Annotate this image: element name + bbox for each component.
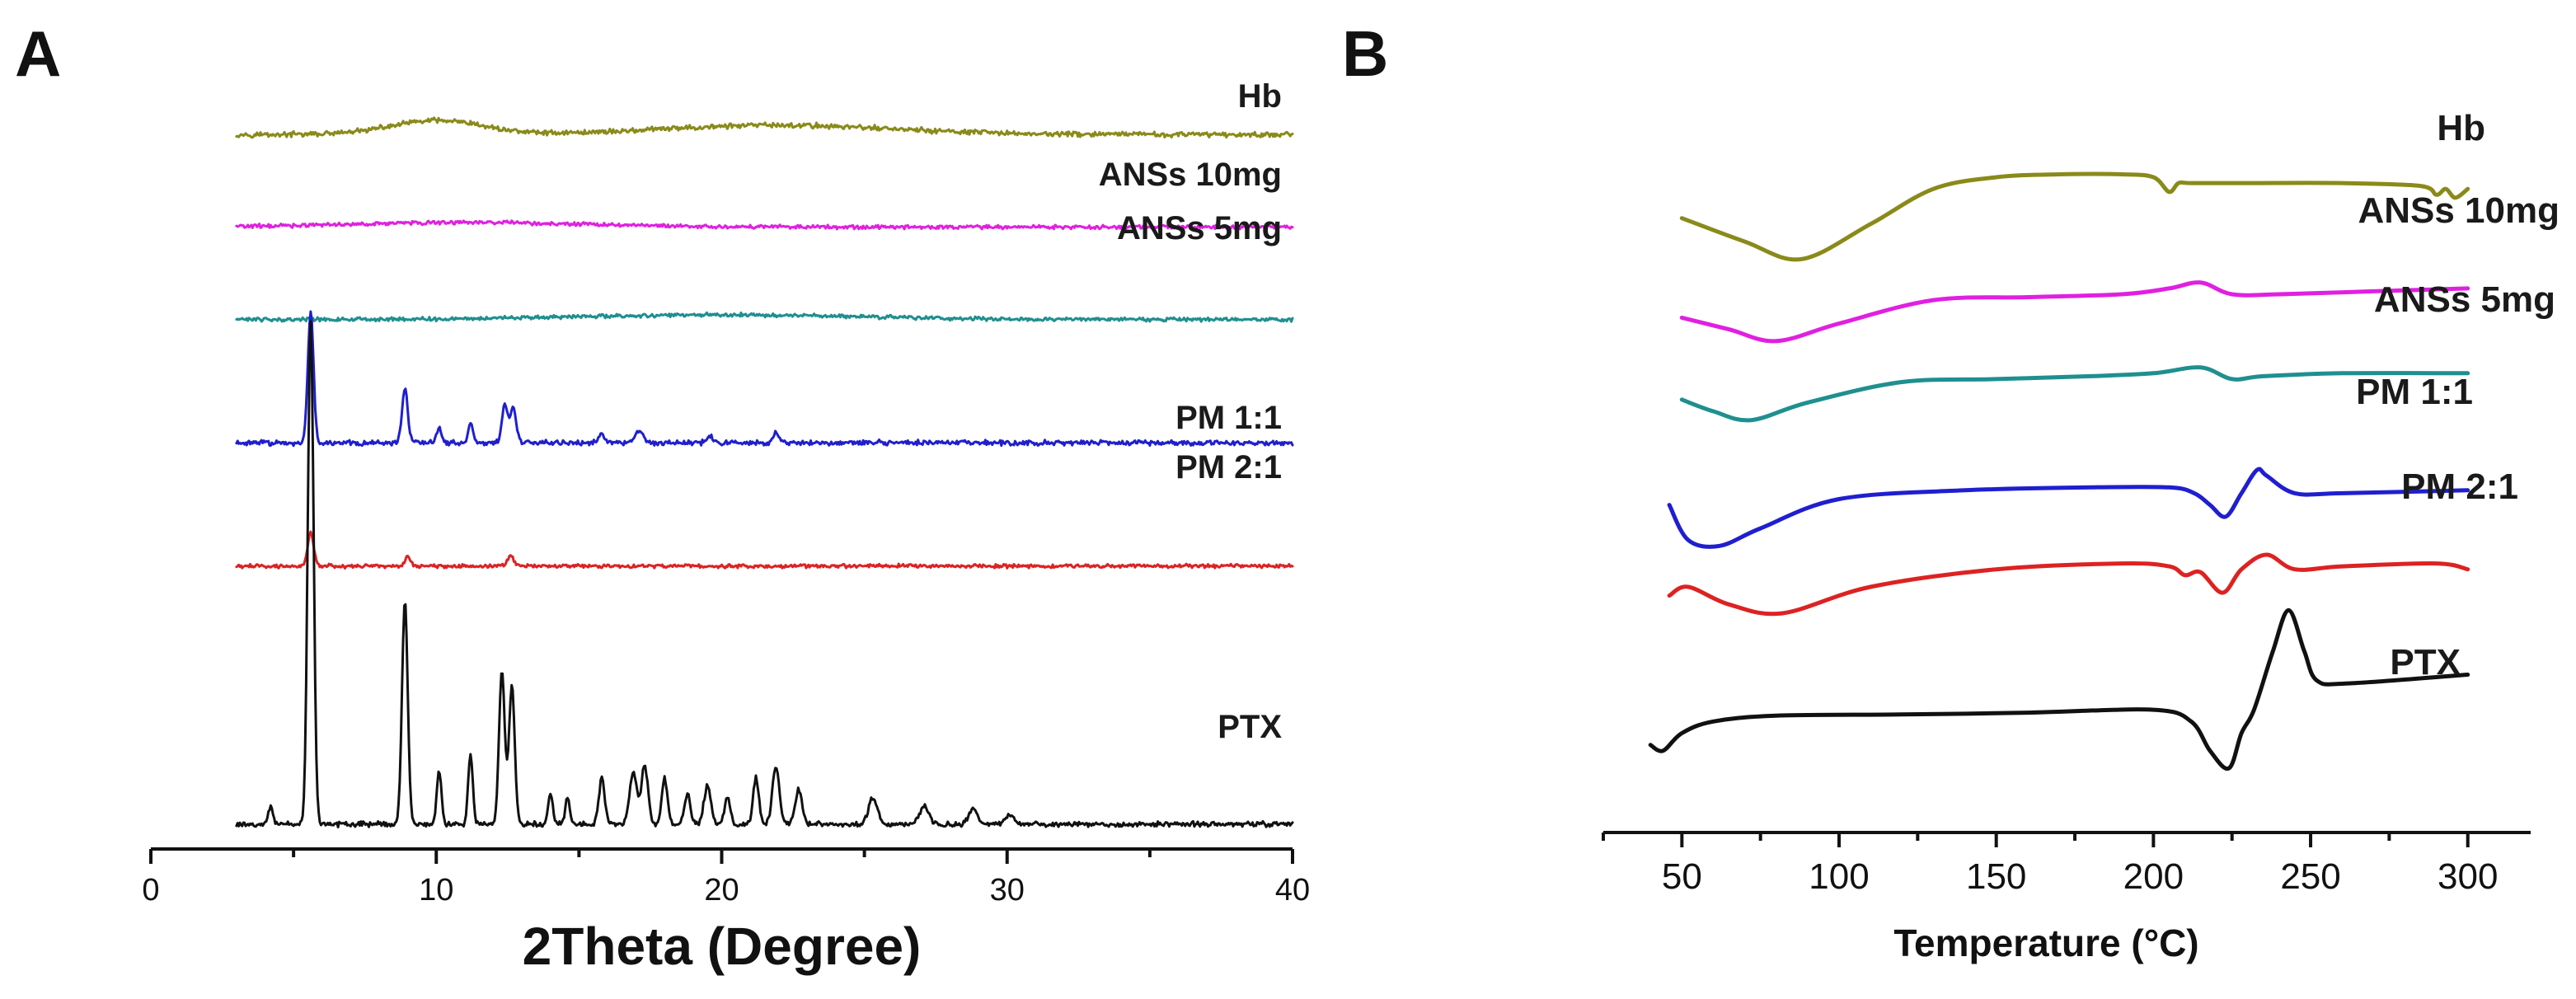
panel-a-series-ptx <box>235 320 1294 828</box>
panel-a-x-tick-label: 30 <box>990 873 1025 908</box>
panel-b-x-tick-label: 250 <box>2280 856 2340 897</box>
panel-b-series-hb <box>1679 171 2470 262</box>
panel-a-series-anss-10mg <box>235 219 1294 231</box>
panel-b-label-pm-2-1: PM 2:1 <box>2401 467 2518 507</box>
panel-a-series-anss-5mg <box>235 311 1294 323</box>
panel-b-x-axis-title: Temperature (°C) <box>1893 922 2198 964</box>
panel-b-label-pm-1-1: PM 1:1 <box>2356 372 2473 412</box>
panel-a-label-anss-5mg: ANSs 5mg <box>1117 210 1282 246</box>
panel-b-series-ptx <box>1648 607 2470 772</box>
panel-b-label-hb: Hb <box>2437 108 2485 148</box>
panel-a-x-tick-label: 0 <box>142 873 159 908</box>
panel-a-letter: A <box>15 17 61 90</box>
panel-b-chart: 50 100 150 200 250 300 Temperature (°C) Hb ANSs … <box>1602 108 2560 964</box>
panel-b-series-anss-5mg <box>1679 365 2470 423</box>
panel-b-letter: B <box>1342 17 1388 90</box>
panel-a-chart: 0 10 20 30 40 2Theta (Degree) Hb ANSs 10mg ANSs … <box>142 78 1310 976</box>
panel-a-label-anss-10mg: ANSs 10mg <box>1099 157 1282 193</box>
panel-a-series-pm-1-1 <box>235 310 1294 448</box>
panel-b-x-tick-label: 100 <box>1809 856 1869 897</box>
panel-b-x-tick-label: 300 <box>2438 856 2498 897</box>
panel-a-x-axis-title: 2Theta (Degree) <box>523 917 922 976</box>
panel-b-series-anss-10mg <box>1679 280 2470 344</box>
panel-a-x-tick-label: 40 <box>1275 873 1310 908</box>
panel-b-label-ptx: PTX <box>2390 642 2461 682</box>
panel-b-series-pm-2-1 <box>1667 552 2470 617</box>
panel-a-x-tick-label: 20 <box>704 873 739 908</box>
panel-a-x-tick-label: 10 <box>419 873 453 908</box>
panel-a-label-pm-1-1: PM 1:1 <box>1175 400 1282 436</box>
panel-a-series-pm-2-1 <box>235 530 1294 570</box>
panel-b-label-anss-10mg: ANSs 10mg <box>2358 190 2560 231</box>
panel-b-series-pm-1-1 <box>1667 467 2470 549</box>
panel-a-label-hb: Hb <box>1238 78 1282 115</box>
panel-a-label-pm-2-1: PM 2:1 <box>1175 449 1282 485</box>
panel-a-series-hb <box>235 116 1294 139</box>
panel-b-x-tick-label: 200 <box>2123 856 2184 897</box>
panel-a-label-ptx: PTX <box>1218 709 1282 745</box>
panel-b-x-tick-label: 150 <box>1966 856 2026 897</box>
panel-b-x-tick-label: 50 <box>1662 856 1702 897</box>
panel-b-label-anss-5mg: ANSs 5mg <box>2374 279 2555 320</box>
